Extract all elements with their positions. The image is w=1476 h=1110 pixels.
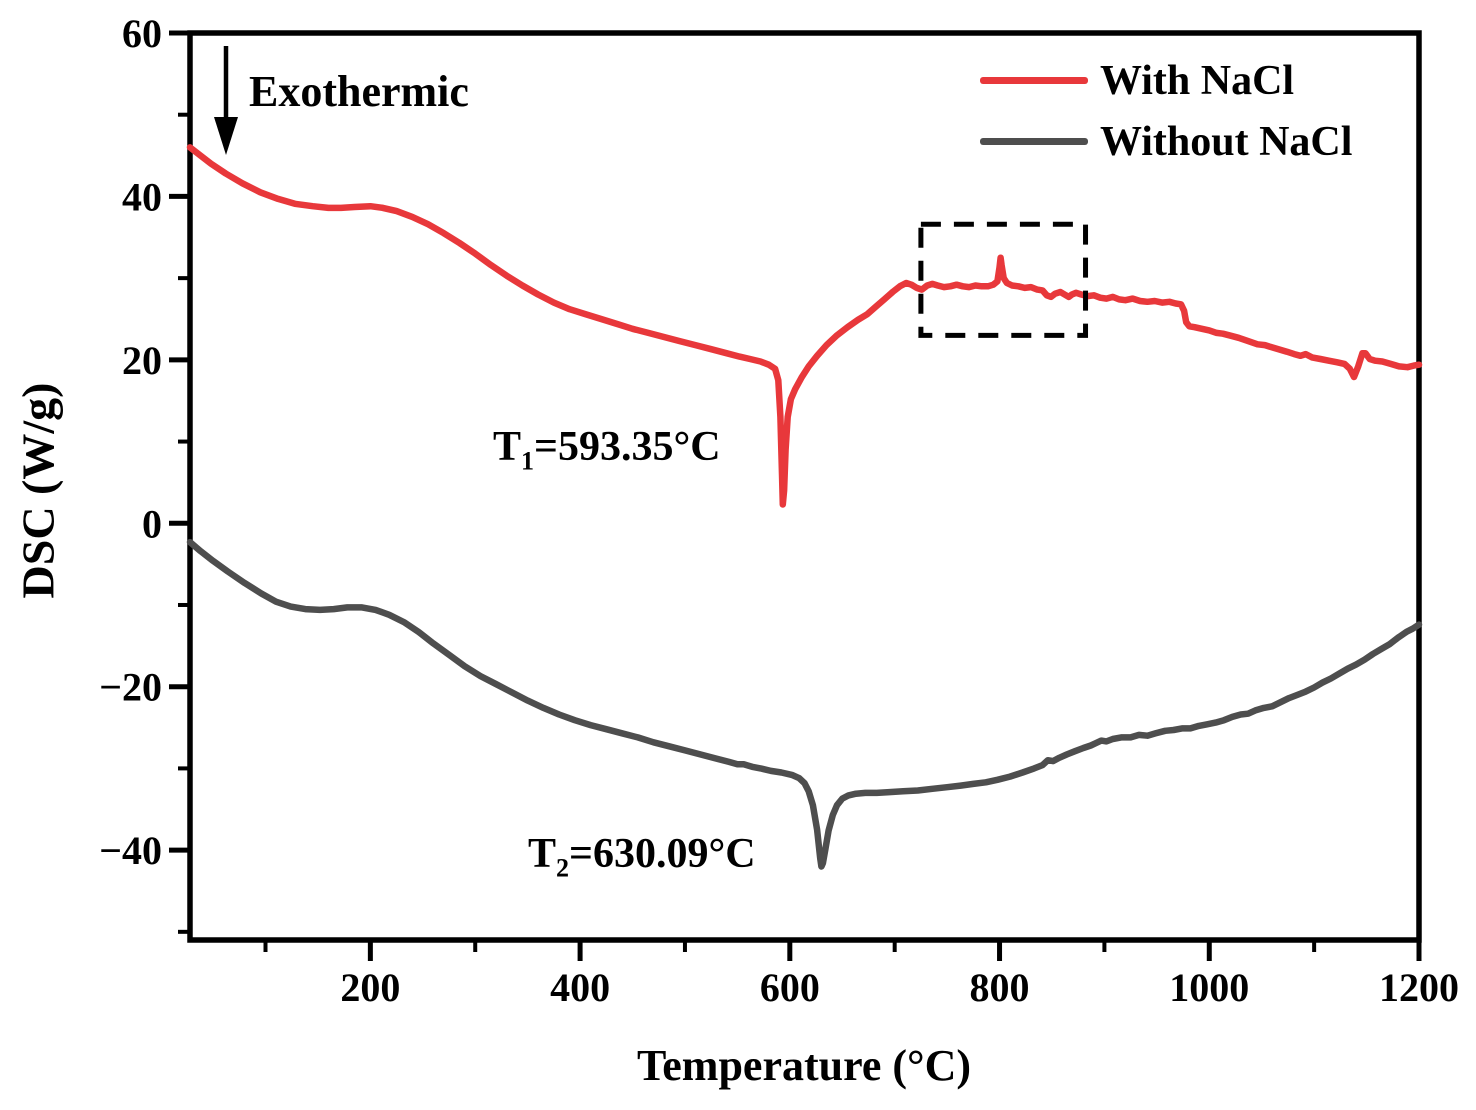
x-tick-label: 400 xyxy=(550,965,610,1010)
t1-annotation: T1=593.35°C xyxy=(493,423,721,476)
with-nacl-line-swatch xyxy=(980,77,1088,84)
t1-base: T xyxy=(493,424,522,470)
x-tick-label: 1200 xyxy=(1379,965,1459,1010)
x-tick-label: 1000 xyxy=(1169,965,1249,1010)
x-tick-label: 600 xyxy=(760,965,820,1010)
x-axis-title: Temperature (°C) xyxy=(636,1041,972,1090)
y-tick-label: 40 xyxy=(122,174,162,219)
legend: With NaCl Without NaCl xyxy=(980,50,1352,172)
legend-label-with-nacl: With NaCl xyxy=(1100,57,1295,104)
t2-annotation: T2=630.09°C xyxy=(528,830,756,883)
exothermic-arrow-head xyxy=(214,117,238,155)
y-tick-label: 0 xyxy=(142,501,162,546)
t2-value: =630.09°C xyxy=(569,831,756,877)
curve-with-nacl xyxy=(186,144,1423,508)
y-axis-title: DSC (W/g) xyxy=(12,382,64,599)
legend-entry-with-nacl: With NaCl xyxy=(980,50,1352,111)
y-tick-label: 20 xyxy=(122,338,162,383)
dashed-highlight-box xyxy=(918,221,1089,338)
curve-without-nacl xyxy=(186,538,1423,870)
x-tick-label: 200 xyxy=(340,965,400,1010)
y-tick-label: −20 xyxy=(99,665,162,710)
x-tick-label: 800 xyxy=(970,965,1030,1010)
y-tick-label: 60 xyxy=(122,11,162,56)
legend-label-without-nacl: Without NaCl xyxy=(1100,118,1353,165)
exothermic-label: Exothermic xyxy=(249,67,469,116)
legend-entry-without-nacl: Without NaCl xyxy=(980,111,1352,172)
y-tick-label: −40 xyxy=(99,828,162,873)
t2-subscript: 2 xyxy=(556,853,570,883)
t1-subscript: 1 xyxy=(521,446,535,476)
without-nacl-line-swatch xyxy=(980,138,1088,145)
axes-frame xyxy=(187,30,1422,943)
t1-value: =593.35°C xyxy=(534,424,721,470)
t2-base: T xyxy=(528,831,557,877)
